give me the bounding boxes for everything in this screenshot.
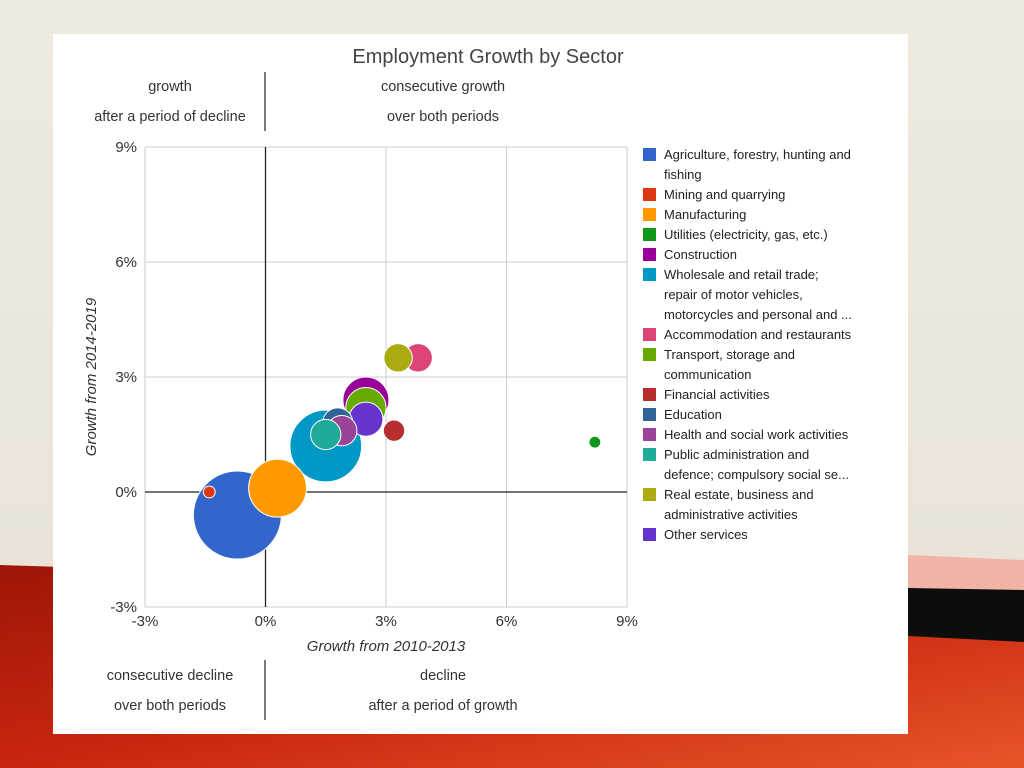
- legend-swatch: [643, 488, 656, 501]
- legend-swatch: [643, 448, 656, 461]
- legend-label: repair of motor vehicles,: [664, 287, 803, 302]
- legend-label: Real estate, business and: [664, 487, 814, 502]
- y-tick-label: 0%: [115, 484, 137, 501]
- y-tick-labels: -3% 0% 3% 6% 9%: [110, 139, 137, 616]
- quadrant-bottom-left-line2: over both periods: [114, 698, 226, 714]
- quadrant-top-left-line2: after a period of decline: [94, 109, 246, 125]
- legend-swatch: [643, 248, 656, 261]
- legend-label: Wholesale and retail trade;: [664, 267, 819, 282]
- chart-title: Employment Growth by Sector: [352, 46, 624, 68]
- y-tick-label: 3%: [115, 369, 137, 386]
- legend-swatch: [643, 408, 656, 421]
- legend-label: Education: [664, 407, 722, 422]
- quadrant-bottom-right-line2: after a period of growth: [368, 698, 517, 714]
- legend-label: defence; compulsory social se...: [664, 467, 849, 482]
- quadrant-top-right-line2: over both periods: [387, 109, 499, 125]
- slide-black-band: [908, 588, 1024, 642]
- y-axis-title: Growth from 2014-2019: [83, 297, 100, 456]
- bubble-chart: Employment Growth by Sector growth after…: [83, 46, 852, 720]
- x-tick-label: 9%: [616, 613, 638, 630]
- y-tick-label: -3%: [110, 599, 137, 616]
- quadrant-top-right-line1: consecutive growth: [381, 79, 505, 95]
- x-tick-label: 0%: [255, 613, 277, 630]
- legend-label: communication: [664, 367, 751, 382]
- bubble-mining-and-quarrying[interactable]: [202, 485, 216, 499]
- legend-swatch: [643, 148, 656, 161]
- legend-swatch: [643, 428, 656, 441]
- quadrant-bottom-right-line1: decline: [420, 668, 466, 684]
- bubble-public-administration-and-defence-compulsory-social-se[interactable]: [310, 418, 342, 451]
- legend-label: Agriculture, forestry, hunting and: [664, 147, 851, 162]
- x-tick-label: 6%: [496, 613, 518, 630]
- legend-label: Health and social work activities: [664, 427, 849, 442]
- legend-swatch: [643, 528, 656, 541]
- legend-label: Other services: [664, 527, 748, 542]
- legend: Agriculture, forestry, hunting and fishin…: [643, 147, 852, 542]
- legend-label: Transport, storage and: [664, 347, 795, 362]
- legend-label: Public administration and: [664, 447, 809, 462]
- legend-label: motorcycles and personal and ...: [664, 307, 852, 322]
- legend-label: Financial activities: [664, 387, 770, 402]
- legend-label: Manufacturing: [664, 207, 746, 222]
- bubbles: [192, 343, 602, 560]
- plot-area: [144, 146, 628, 608]
- bubble-real-estate-business-and-administrative-activities[interactable]: [383, 343, 413, 373]
- legend-label: Accommodation and restaurants: [664, 327, 852, 342]
- quadrant-top-left-line1: growth: [148, 79, 192, 95]
- bubble-utilities-electricity-gas-etc[interactable]: [588, 435, 602, 449]
- legend-swatch: [643, 188, 656, 201]
- bubble-manufacturing[interactable]: [248, 458, 307, 518]
- x-tick-labels: -3% 0% 3% 6% 9%: [132, 613, 638, 630]
- x-tick-label: 3%: [375, 613, 397, 630]
- chart-panel: Employment Growth by Sector growth after…: [53, 34, 908, 734]
- legend-swatch: [643, 208, 656, 221]
- legend-swatch: [643, 268, 656, 281]
- x-axis-title: Growth from 2010-2013: [307, 638, 466, 655]
- bubble-financial-activities[interactable]: [382, 419, 406, 442]
- legend-label: Mining and quarrying: [664, 187, 785, 202]
- quadrant-bottom-left-line1: consecutive decline: [107, 668, 234, 684]
- legend-swatch: [643, 228, 656, 241]
- y-tick-label: 6%: [115, 254, 137, 271]
- legend-swatch: [643, 348, 656, 361]
- y-tick-label: 9%: [115, 139, 137, 156]
- legend-swatch: [643, 328, 656, 341]
- gridlines: [144, 146, 628, 608]
- legend-label: fishing: [664, 167, 702, 182]
- legend-swatch: [643, 388, 656, 401]
- x-tick-label: -3%: [132, 613, 159, 630]
- legend-label: Utilities (electricity, gas, etc.): [664, 227, 828, 242]
- legend-label: Construction: [664, 247, 737, 262]
- legend-label: administrative activities: [664, 507, 798, 522]
